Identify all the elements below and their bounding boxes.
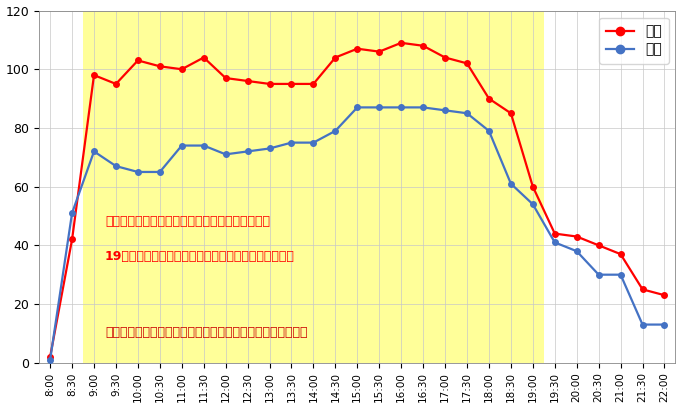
休日 xyxy=(266,82,274,86)
平日 xyxy=(331,129,339,133)
休日 xyxy=(200,55,208,60)
休日 xyxy=(178,67,186,72)
平日 xyxy=(178,143,186,148)
休日 xyxy=(375,49,383,54)
休日 xyxy=(68,237,76,242)
Line: 休日: 休日 xyxy=(48,40,667,359)
休日 xyxy=(573,234,581,239)
Text: 平日・休日ともに、開園直後から待ち時間は長く: 平日・休日ともに、開園直後から待ち時間は長く xyxy=(105,215,270,228)
平日 xyxy=(221,152,229,157)
休日 xyxy=(112,82,120,86)
休日 xyxy=(90,73,98,78)
休日 xyxy=(133,58,142,63)
平日 xyxy=(463,111,471,116)
休日 xyxy=(463,61,471,66)
平日 xyxy=(419,105,427,110)
平日 xyxy=(156,169,164,174)
平日 xyxy=(353,105,362,110)
休日 xyxy=(397,40,405,45)
Bar xyxy=(83,11,544,363)
休日 xyxy=(353,46,362,51)
休日 xyxy=(221,75,229,80)
平日 xyxy=(485,129,493,133)
休日 xyxy=(419,43,427,48)
休日 xyxy=(485,96,493,101)
平日 xyxy=(528,202,537,207)
平日 xyxy=(309,140,317,145)
平日 xyxy=(616,272,624,277)
平日 xyxy=(661,322,669,327)
平日 xyxy=(507,181,515,186)
休日 xyxy=(156,64,164,69)
休日 xyxy=(46,355,54,359)
休日 xyxy=(639,287,647,292)
休日 xyxy=(331,55,339,60)
平日 xyxy=(639,322,647,327)
休日 xyxy=(441,55,449,60)
平日 xyxy=(573,249,581,254)
平日 xyxy=(112,164,120,169)
平日 xyxy=(200,143,208,148)
平日 xyxy=(595,272,603,277)
休日 xyxy=(287,82,296,86)
平日 xyxy=(266,146,274,151)
平日 xyxy=(90,149,98,154)
平日 xyxy=(133,169,142,174)
平日 xyxy=(397,105,405,110)
休日 xyxy=(507,111,515,116)
平日 xyxy=(287,140,296,145)
休日 xyxy=(244,79,252,84)
Legend: 休日, 平日: 休日, 平日 xyxy=(599,18,669,64)
平日 xyxy=(375,105,383,110)
休日 xyxy=(595,243,603,248)
Line: 平日: 平日 xyxy=(48,104,667,363)
平日 xyxy=(68,211,76,215)
平日 xyxy=(244,149,252,154)
平日 xyxy=(441,108,449,113)
休日 xyxy=(551,231,559,236)
平日 xyxy=(551,240,559,245)
休日 xyxy=(661,293,669,298)
休日 xyxy=(528,184,537,189)
休日 xyxy=(616,252,624,257)
休日 xyxy=(309,82,317,86)
Text: 19時を過ぎるまで６０分よりも短くならない傾向に！: 19時を過ぎるまで６０分よりも短くならない傾向に！ xyxy=(105,250,295,263)
Text: 日中は、平日は８０分前後・休日は１００分前後の待ち時間: 日中は、平日は８０分前後・休日は１００分前後の待ち時間 xyxy=(105,326,308,339)
平日 xyxy=(46,357,54,362)
